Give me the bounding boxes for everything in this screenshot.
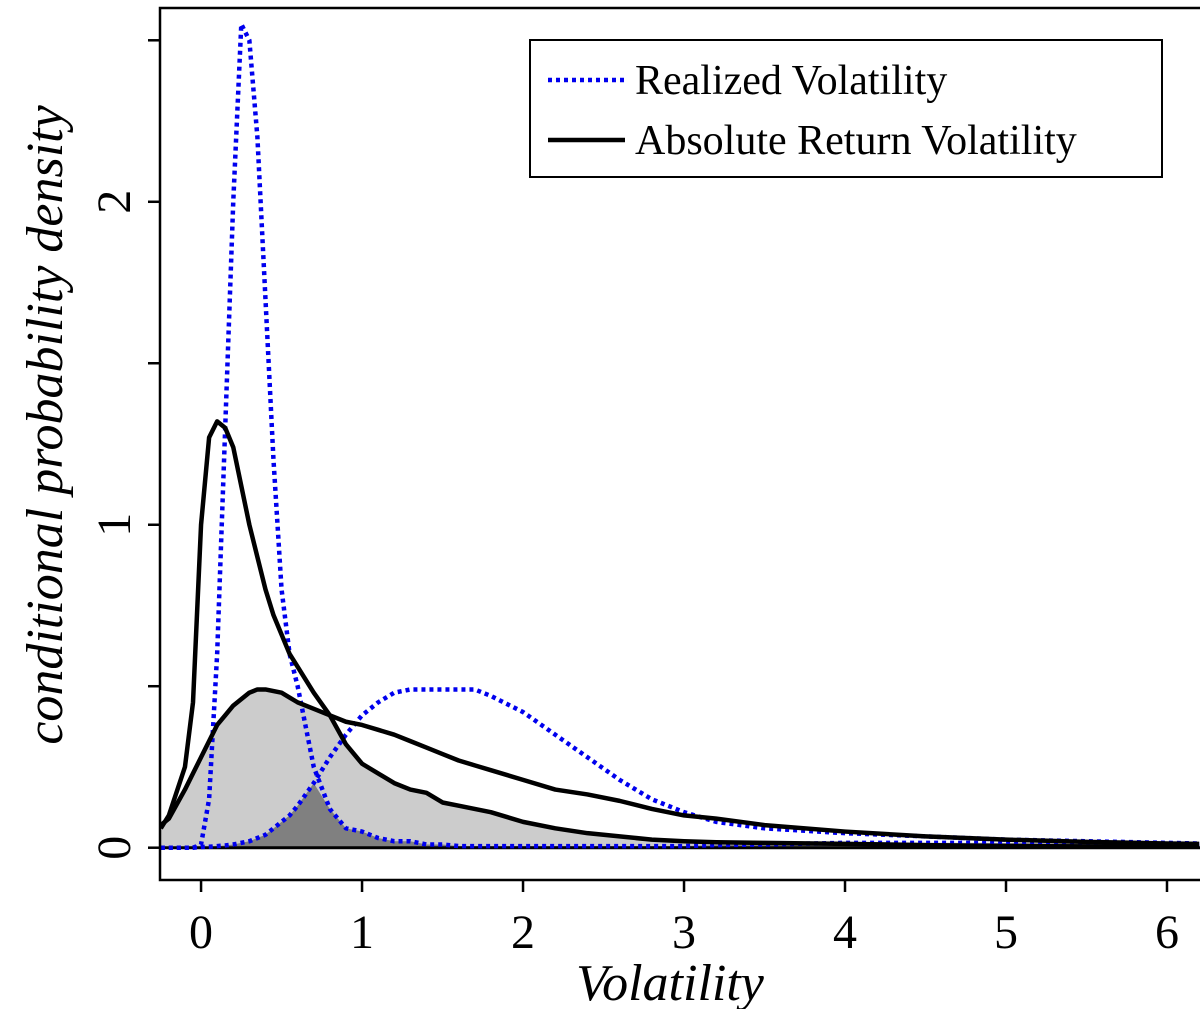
x-tick-label: 1 [350,906,374,959]
x-tick-label: 5 [994,906,1018,959]
x-tick-label: 0 [189,906,213,959]
overlap-area [160,783,1200,848]
x-tick-label: 2 [511,906,535,959]
y-tick-label: 1 [88,513,141,537]
x-tick-label: 6 [1155,906,1179,959]
axis-frame [158,6,1200,882]
plot-area [160,21,1200,850]
legend: Realized Volatility Absolute Return Volat… [529,39,1163,178]
density-line [160,419,1200,849]
density-line [160,687,1200,847]
y-tick-label: 2 [88,190,141,214]
legend-label: Realized Volatility [635,58,947,104]
density-line [160,687,1200,850]
overlap-area [160,689,1200,848]
legend-box [529,39,1163,178]
x-tick-label: 3 [672,906,696,959]
y-tick-label: 0 [88,836,141,860]
legend-label: Absolute Return Volatility [635,118,1077,164]
x-axis-title: Volatility [576,955,765,1009]
axes: 0 1 2 3 4 5 6 0 1 2 [88,6,1200,959]
x-tick-label: 4 [833,906,857,959]
y-axis-title: conditional probability density [17,104,74,744]
